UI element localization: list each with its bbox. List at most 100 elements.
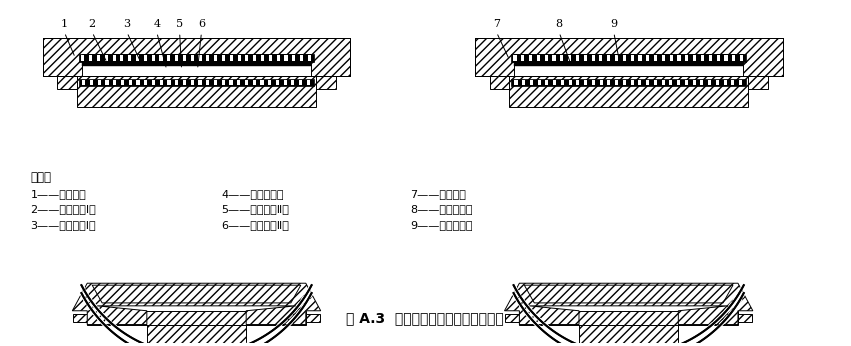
Bar bbox=[214, 55, 217, 61]
Bar bbox=[740, 55, 743, 61]
Bar bbox=[599, 55, 603, 61]
Text: 2——不锈钢板Ⅰ；: 2——不锈钢板Ⅰ； bbox=[31, 204, 96, 215]
Text: 9: 9 bbox=[610, 19, 617, 29]
Polygon shape bbox=[524, 285, 733, 303]
Bar bbox=[738, 314, 751, 321]
Bar bbox=[670, 80, 672, 85]
Polygon shape bbox=[92, 285, 300, 303]
Bar bbox=[277, 55, 280, 61]
Bar bbox=[519, 311, 738, 325]
Bar bbox=[291, 80, 294, 85]
Text: 2: 2 bbox=[89, 19, 96, 29]
Polygon shape bbox=[72, 283, 321, 325]
Bar bbox=[129, 55, 131, 61]
Bar bbox=[662, 55, 665, 61]
Bar bbox=[731, 80, 734, 85]
Bar bbox=[623, 80, 626, 85]
Bar bbox=[136, 55, 139, 61]
Bar bbox=[300, 80, 302, 85]
Bar bbox=[183, 55, 186, 61]
Bar bbox=[83, 80, 85, 85]
Polygon shape bbox=[489, 75, 510, 89]
Bar bbox=[608, 80, 610, 85]
Bar bbox=[261, 55, 264, 61]
Bar bbox=[112, 55, 116, 61]
Text: 3: 3 bbox=[123, 19, 130, 29]
Bar bbox=[615, 80, 618, 85]
Bar bbox=[514, 62, 743, 66]
Bar bbox=[198, 55, 202, 61]
Text: 8——球面滑板；: 8——球面滑板； bbox=[410, 204, 472, 215]
Bar bbox=[300, 55, 303, 61]
Bar bbox=[191, 80, 194, 85]
Bar bbox=[553, 80, 557, 85]
Bar bbox=[222, 55, 225, 61]
Polygon shape bbox=[77, 75, 316, 107]
Bar bbox=[159, 55, 163, 61]
Bar bbox=[732, 55, 735, 61]
Bar bbox=[214, 80, 217, 85]
Text: 说明：: 说明： bbox=[31, 171, 52, 184]
Bar bbox=[724, 55, 728, 61]
Text: 6: 6 bbox=[198, 19, 205, 29]
Bar bbox=[568, 55, 571, 61]
Bar bbox=[221, 80, 225, 85]
Bar bbox=[685, 80, 688, 85]
Bar bbox=[511, 79, 745, 86]
Bar bbox=[306, 314, 320, 321]
Bar bbox=[106, 80, 109, 85]
Bar bbox=[151, 55, 155, 61]
Bar bbox=[144, 80, 147, 85]
Polygon shape bbox=[475, 38, 783, 75]
Text: 3——平面滑板Ⅰ；: 3——平面滑板Ⅰ； bbox=[31, 220, 96, 230]
Bar bbox=[237, 55, 241, 61]
Bar bbox=[607, 55, 610, 61]
Bar bbox=[129, 80, 132, 85]
Bar bbox=[90, 80, 93, 85]
Bar bbox=[89, 55, 92, 61]
Bar bbox=[245, 80, 248, 85]
Bar bbox=[284, 55, 288, 61]
Bar bbox=[615, 55, 618, 61]
Bar bbox=[81, 55, 84, 61]
Bar bbox=[113, 80, 117, 85]
Text: 5——不锈钢板Ⅱ；: 5——不锈钢板Ⅱ； bbox=[221, 204, 289, 215]
Bar bbox=[677, 80, 680, 85]
Bar bbox=[530, 80, 533, 85]
Bar bbox=[121, 80, 124, 85]
Bar bbox=[623, 55, 626, 61]
Bar bbox=[120, 55, 123, 61]
Bar bbox=[584, 80, 587, 85]
Bar bbox=[206, 55, 209, 61]
Bar bbox=[514, 54, 743, 75]
Bar bbox=[723, 80, 727, 85]
Bar bbox=[654, 80, 657, 85]
Bar bbox=[561, 80, 564, 85]
Bar bbox=[152, 80, 155, 85]
Polygon shape bbox=[316, 75, 335, 89]
Text: 图 A.3  普通双向活动支座结构示意图: 图 A.3 普通双向活动支座结构示意图 bbox=[346, 311, 504, 326]
Bar bbox=[144, 55, 147, 61]
Bar bbox=[79, 79, 314, 86]
Bar bbox=[545, 80, 549, 85]
Bar bbox=[83, 62, 311, 66]
Bar bbox=[560, 55, 563, 61]
Bar bbox=[167, 55, 170, 61]
Bar bbox=[283, 80, 287, 85]
Text: 7: 7 bbox=[493, 19, 500, 29]
Bar bbox=[168, 80, 170, 85]
Bar bbox=[206, 80, 209, 85]
Text: 1: 1 bbox=[60, 19, 68, 29]
Text: 5: 5 bbox=[176, 19, 183, 29]
Text: 4: 4 bbox=[153, 19, 160, 29]
Bar bbox=[584, 55, 587, 61]
Bar bbox=[136, 80, 140, 85]
Bar bbox=[268, 80, 271, 85]
Bar bbox=[716, 80, 719, 85]
Polygon shape bbox=[43, 38, 351, 75]
Bar bbox=[654, 55, 657, 61]
Bar bbox=[576, 55, 579, 61]
Text: 9——下支座板。: 9——下支座板。 bbox=[410, 220, 472, 230]
Bar bbox=[73, 314, 87, 321]
Bar bbox=[79, 54, 314, 62]
